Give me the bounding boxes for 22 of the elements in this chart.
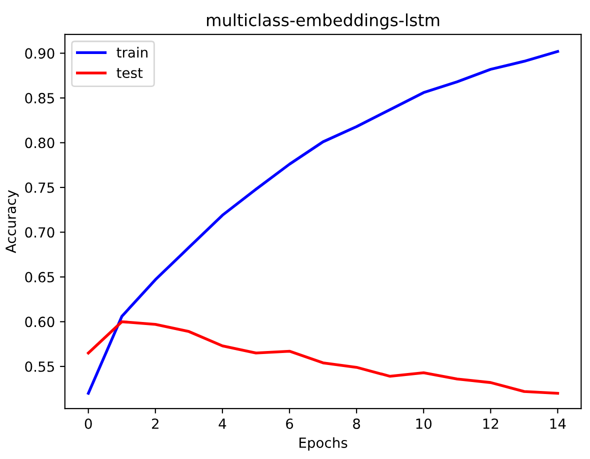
y-tick-label: 0.70 [25, 227, 54, 238]
y-tick-label: 0.90 [25, 48, 54, 59]
x-tick-label: 12 [483, 418, 498, 429]
x-tick-label: 14 [550, 418, 566, 429]
x-tick-label: 0 [84, 418, 92, 429]
line-series [86, 320, 560, 395]
x-tick-label: 6 [286, 418, 294, 429]
y-tick-label: 0.80 [25, 138, 54, 148]
x-axis-title: Epochs [300, 437, 348, 451]
x-tick-label: 8 [353, 418, 360, 429]
legend-label: test [116, 68, 143, 78]
x-tick-label: 4 [218, 418, 226, 429]
y-tick-label: 0.85 [25, 92, 54, 104]
y-tick-label: 0.55 [25, 361, 54, 372]
y-tick-label: 0.75 [25, 182, 54, 193]
y-axis-title: Accuracy [6, 190, 19, 254]
x-tick-label: 2 [152, 418, 158, 429]
y-tick-label: 0.60 [25, 316, 54, 328]
chart-title: multiclass-embeddings-lstm [207, 13, 440, 30]
x-tick-label: 10 [416, 418, 432, 429]
y-tick-label: 0.65 [25, 272, 54, 282]
legend-label: train [116, 46, 148, 58]
